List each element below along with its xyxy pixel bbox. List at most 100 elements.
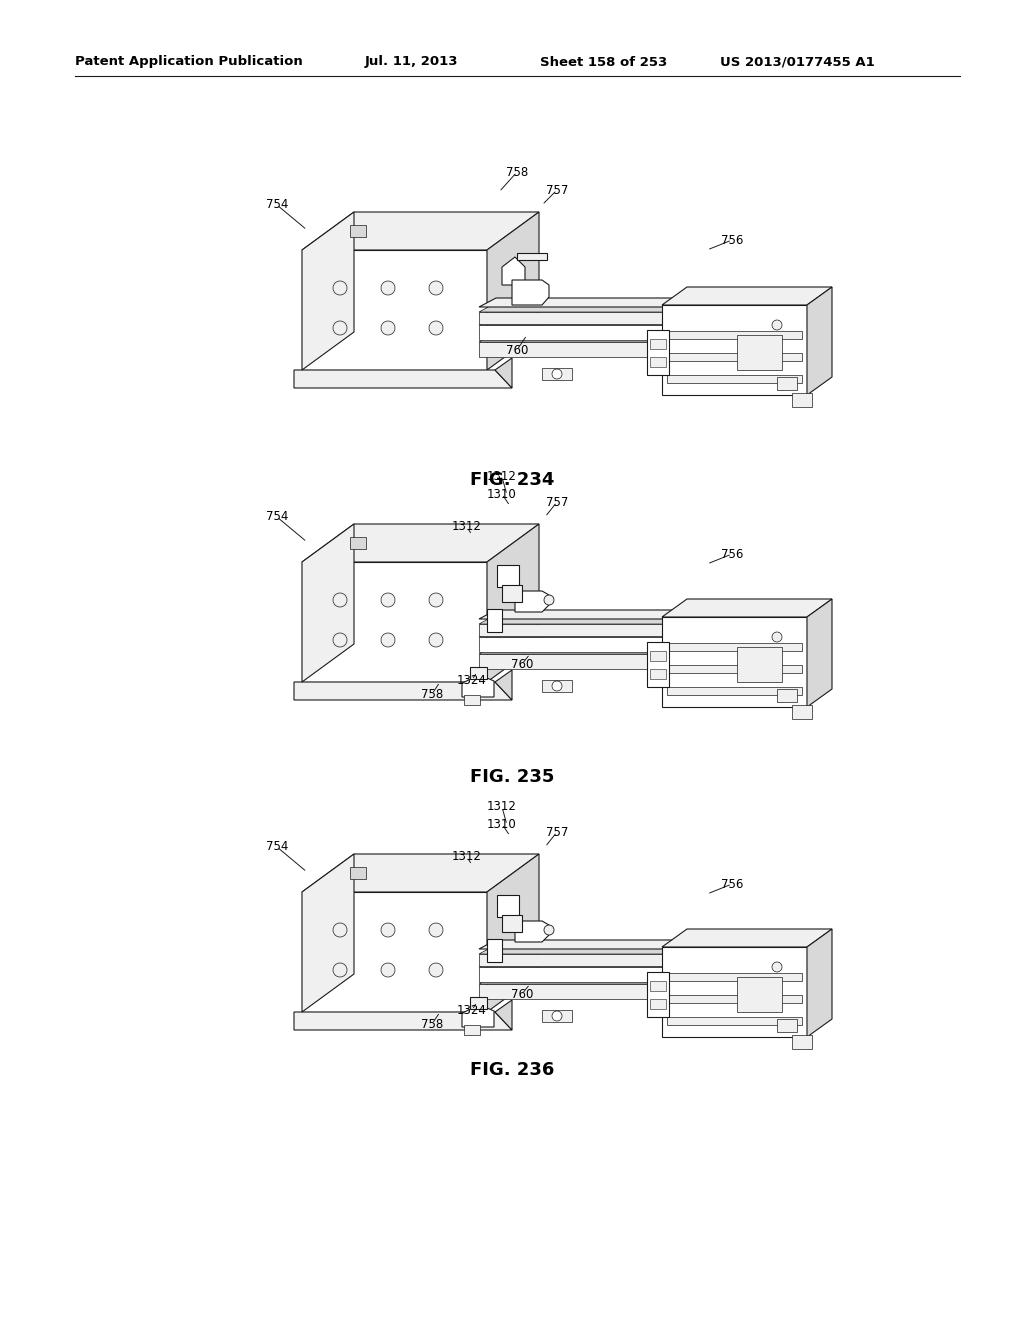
Text: 757: 757 xyxy=(546,495,568,508)
Polygon shape xyxy=(662,286,831,305)
Polygon shape xyxy=(737,335,782,370)
Circle shape xyxy=(333,593,347,607)
Polygon shape xyxy=(647,642,669,686)
Circle shape xyxy=(333,923,347,937)
Polygon shape xyxy=(662,305,807,395)
Circle shape xyxy=(381,634,395,647)
Polygon shape xyxy=(515,921,549,942)
Text: 756: 756 xyxy=(721,548,743,561)
Circle shape xyxy=(429,593,443,607)
Polygon shape xyxy=(497,565,519,587)
Polygon shape xyxy=(302,854,354,1012)
Polygon shape xyxy=(650,981,666,991)
Circle shape xyxy=(429,634,443,647)
Polygon shape xyxy=(302,524,354,682)
Text: 760: 760 xyxy=(511,657,534,671)
Polygon shape xyxy=(479,312,764,323)
Text: 754: 754 xyxy=(266,511,288,524)
Polygon shape xyxy=(479,983,764,999)
Polygon shape xyxy=(487,609,502,632)
Polygon shape xyxy=(479,946,777,954)
Polygon shape xyxy=(650,356,666,367)
Polygon shape xyxy=(479,318,777,325)
Circle shape xyxy=(552,370,562,379)
Polygon shape xyxy=(777,378,797,389)
Polygon shape xyxy=(487,939,502,962)
Polygon shape xyxy=(667,643,802,651)
Polygon shape xyxy=(464,696,480,705)
Polygon shape xyxy=(479,335,777,342)
Circle shape xyxy=(381,593,395,607)
Polygon shape xyxy=(302,892,487,1012)
Text: Patent Application Publication: Patent Application Publication xyxy=(75,55,303,69)
Text: 760: 760 xyxy=(506,343,528,356)
Polygon shape xyxy=(479,977,777,983)
Circle shape xyxy=(429,923,443,937)
Polygon shape xyxy=(667,995,802,1003)
Polygon shape xyxy=(302,524,539,562)
Polygon shape xyxy=(737,647,782,682)
Polygon shape xyxy=(807,286,831,395)
Text: 1312: 1312 xyxy=(452,850,482,863)
Polygon shape xyxy=(650,669,666,678)
Polygon shape xyxy=(542,680,572,692)
Polygon shape xyxy=(647,330,669,375)
Polygon shape xyxy=(302,213,539,249)
Polygon shape xyxy=(294,1012,512,1030)
Polygon shape xyxy=(479,630,777,638)
Polygon shape xyxy=(792,705,812,719)
Circle shape xyxy=(772,962,782,972)
Polygon shape xyxy=(479,610,781,619)
Polygon shape xyxy=(662,929,831,946)
Text: US 2013/0177455 A1: US 2013/0177455 A1 xyxy=(720,55,874,69)
Text: Jul. 11, 2013: Jul. 11, 2013 xyxy=(365,55,459,69)
Text: 754: 754 xyxy=(266,841,288,854)
Polygon shape xyxy=(470,667,487,678)
Circle shape xyxy=(381,923,395,937)
Text: 1312: 1312 xyxy=(487,800,517,813)
Circle shape xyxy=(333,321,347,335)
Text: FIG. 235: FIG. 235 xyxy=(470,768,554,785)
Circle shape xyxy=(429,321,443,335)
Polygon shape xyxy=(479,342,764,356)
Polygon shape xyxy=(650,651,666,661)
Polygon shape xyxy=(495,1001,512,1030)
Polygon shape xyxy=(542,1010,572,1022)
Polygon shape xyxy=(479,940,781,949)
Polygon shape xyxy=(479,325,764,341)
Polygon shape xyxy=(502,257,525,285)
Polygon shape xyxy=(517,253,547,260)
Polygon shape xyxy=(479,624,764,636)
Polygon shape xyxy=(350,224,366,238)
Polygon shape xyxy=(792,1035,812,1049)
Polygon shape xyxy=(497,895,519,917)
Polygon shape xyxy=(479,954,764,966)
Polygon shape xyxy=(479,616,777,624)
Polygon shape xyxy=(302,562,487,682)
Text: 1324: 1324 xyxy=(457,1003,487,1016)
Text: 1324: 1324 xyxy=(457,673,487,686)
Polygon shape xyxy=(464,1026,480,1035)
Polygon shape xyxy=(515,591,549,612)
Circle shape xyxy=(381,321,395,335)
Polygon shape xyxy=(479,647,777,653)
Text: 757: 757 xyxy=(546,183,568,197)
Polygon shape xyxy=(667,665,802,673)
Polygon shape xyxy=(667,1016,802,1026)
Circle shape xyxy=(772,319,782,330)
Polygon shape xyxy=(667,352,802,360)
Circle shape xyxy=(381,281,395,294)
Polygon shape xyxy=(294,370,512,388)
Polygon shape xyxy=(302,249,487,370)
Polygon shape xyxy=(487,854,539,1012)
Circle shape xyxy=(333,634,347,647)
Polygon shape xyxy=(737,977,782,1012)
Polygon shape xyxy=(662,616,807,708)
Polygon shape xyxy=(479,653,764,669)
Polygon shape xyxy=(807,599,831,708)
Polygon shape xyxy=(294,682,512,700)
Polygon shape xyxy=(350,537,366,549)
Polygon shape xyxy=(487,213,539,370)
Polygon shape xyxy=(479,638,764,652)
Polygon shape xyxy=(792,393,812,407)
